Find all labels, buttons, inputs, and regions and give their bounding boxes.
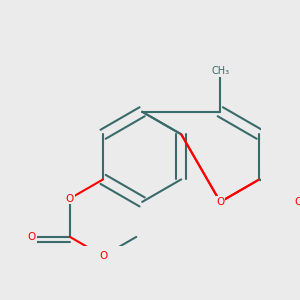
Text: CH₃: CH₃ <box>211 66 229 76</box>
Text: O: O <box>66 194 74 204</box>
Text: O: O <box>27 232 36 242</box>
Text: O: O <box>216 197 224 207</box>
Text: O: O <box>294 197 300 207</box>
Text: O: O <box>99 251 107 261</box>
